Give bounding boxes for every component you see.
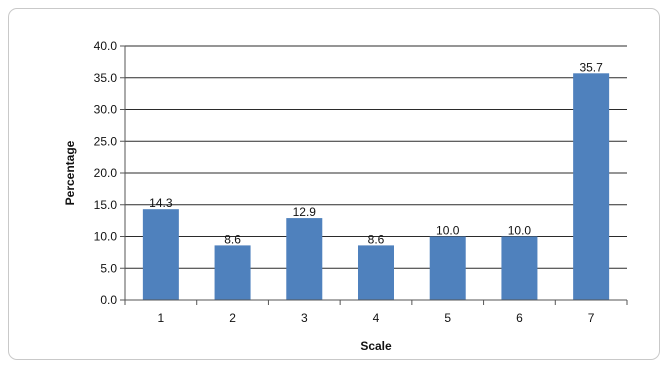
bar-2 [214,245,251,300]
x-tick-label: 3 [301,311,308,325]
y-tick-label: 5.0 [100,261,117,275]
x-axis-ticks: 1 2 3 4 5 6 7 [124,300,628,325]
x-tick-label: 5 [444,311,451,325]
x-tick-label: 7 [588,311,595,325]
x-tick-label: 2 [229,311,236,325]
bar-4 [358,245,394,300]
x-axis-title: Scale [360,339,392,353]
data-labels: 14.3 8.6 12.9 8.6 10.0 10.0 35.7 [149,60,603,246]
data-label: 8.6 [224,232,241,246]
gridlines [125,45,627,269]
y-tick-label: 10.0 [94,230,118,244]
data-label: 12.9 [293,205,317,219]
bars [142,73,610,301]
y-axis-title: Percentage [63,140,77,205]
bar-5 [429,236,466,300]
y-axis-ticks: 0.0 5.0 10.0 15.0 20.0 25.0 30.0 35.0 40.0 [94,39,125,307]
x-tick-label: 6 [516,311,523,325]
data-label: 10.0 [508,224,532,238]
x-tick-label: 4 [373,311,380,325]
x-tick-label: 1 [158,311,165,325]
bar-1 [142,209,179,300]
y-tick-label: 30.0 [94,103,118,117]
figure-frame [8,8,660,360]
y-tick-label: 20.0 [94,166,118,180]
y-tick-label: 25.0 [94,134,118,148]
data-label: 14.3 [149,196,173,210]
bar-3 [286,218,323,300]
y-tick-label: 15.0 [94,198,118,212]
y-tick-label: 0.0 [100,293,117,307]
bar-7 [573,73,610,301]
y-tick-label: 35.0 [94,71,118,85]
data-label: 10.0 [436,224,460,238]
bar-6 [501,236,538,300]
data-label: 35.7 [579,60,603,74]
y-tick-label: 40.0 [94,39,118,53]
data-label: 8.6 [368,232,385,246]
